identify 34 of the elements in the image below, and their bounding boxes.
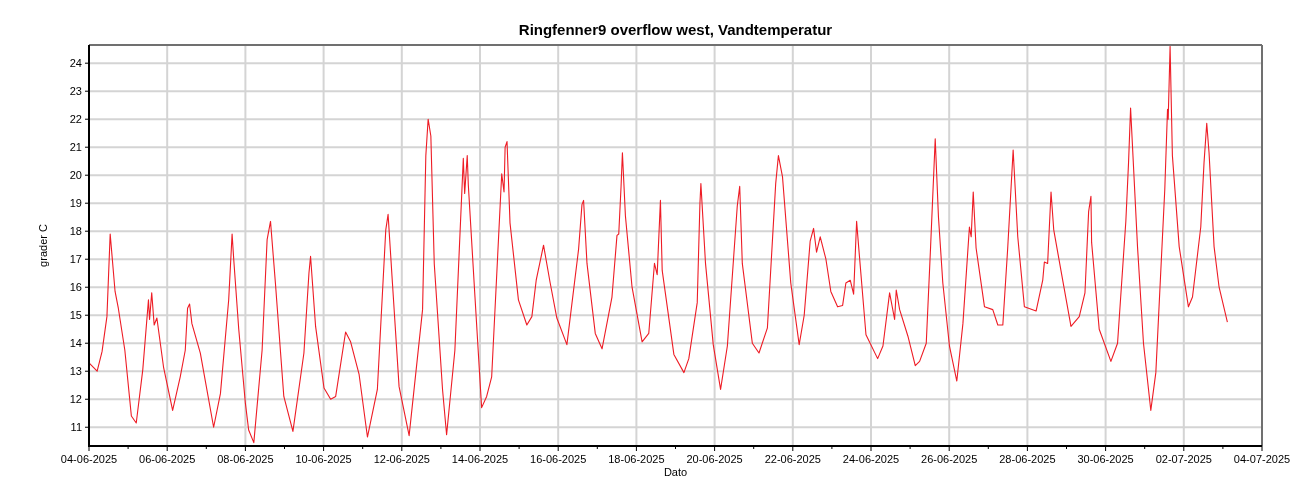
x-tick-label: 18-06-2025 <box>608 453 665 465</box>
y-tick-label: 18 <box>69 225 82 238</box>
x-tick-label: 14-06-2025 <box>451 453 509 465</box>
y-tick-label: 13 <box>69 365 82 378</box>
x-tick-label: 26-06-2025 <box>921 453 978 465</box>
x-tick-label: 06-06-2025 <box>139 453 196 465</box>
x-tick-label: 02-07-2025 <box>1155 453 1212 465</box>
y-tick-label: 19 <box>69 197 82 210</box>
y-tick-label: 21 <box>69 141 82 154</box>
y-tick-label: 22 <box>69 113 82 126</box>
chart-title: Ringfenner9 overflow west, Vandtemperatur <box>518 21 833 38</box>
y-tick-label: 17 <box>69 253 82 266</box>
x-tick-label: 04-07-2025 <box>1233 453 1291 465</box>
x-tick-label: 08-06-2025 <box>217 453 274 465</box>
y-axis-title: grader C <box>37 224 49 267</box>
y-tick-label: 24 <box>69 57 82 70</box>
line-series <box>88 45 1228 444</box>
x-axis-title: Dato <box>663 466 688 478</box>
y-tick-label: 20 <box>69 169 82 182</box>
x-tick-label: 28-06-2025 <box>999 453 1056 465</box>
y-tick-label: 15 <box>69 309 82 322</box>
x-tick-label: 22-06-2025 <box>764 453 821 465</box>
x-tick-label: 20-06-2025 <box>686 453 743 465</box>
y-tick-label: 23 <box>69 85 82 98</box>
x-tick-label: 12-06-2025 <box>373 453 430 465</box>
y-tick-label: 14 <box>69 337 82 350</box>
y-tick-label: 12 <box>69 393 82 406</box>
x-tick-label: 10-06-2025 <box>295 453 352 465</box>
y-tick-label: 11 <box>70 421 82 434</box>
x-tick-label: 24-06-2025 <box>842 453 900 465</box>
x-tick-label: 30-06-2025 <box>1077 453 1134 465</box>
x-tick-label: 16-06-2025 <box>530 453 587 465</box>
x-tick-label: 04-06-2025 <box>60 453 118 465</box>
y-tick-label: 16 <box>69 281 82 294</box>
